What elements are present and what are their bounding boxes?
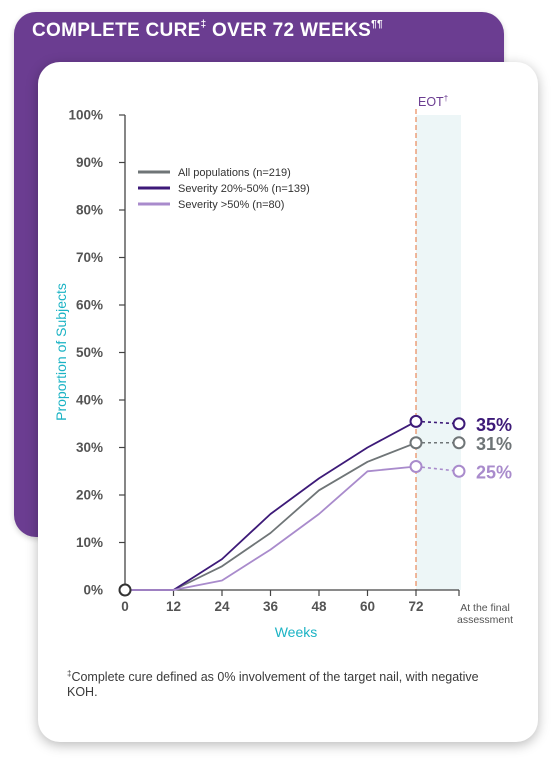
footnote-text: Complete cure defined as 0% involvement …	[67, 670, 479, 700]
y-tick-label: 30%	[76, 440, 103, 455]
y-tick-label: 80%	[76, 203, 103, 218]
final-point-marker	[452, 436, 466, 450]
final-connector-2	[415, 465, 460, 473]
y-tick-label: 20%	[76, 488, 103, 503]
title-text: COMPLETE CURE	[32, 20, 201, 41]
series-line-1	[125, 420, 417, 591]
x-tick-label: 72	[408, 599, 423, 614]
y-tick-label: 40%	[76, 393, 103, 408]
chart-title: COMPLETE CURE‡ OVER 72 WEEKS¶¶	[32, 19, 383, 42]
legend-label-0: All populations (n=219)	[178, 167, 291, 179]
series-line-2	[125, 465, 417, 591]
x-tick-label: 24	[214, 599, 230, 614]
x-final-label: At the final	[460, 602, 510, 614]
title-text-rest: OVER 72 WEEKS	[206, 20, 372, 41]
x-tick-label: 12	[166, 599, 181, 614]
footnote-mark: ‡	[67, 669, 72, 678]
y-tick-label: 60%	[76, 298, 103, 313]
series-line-0	[125, 441, 417, 591]
legend-label-2: Severity >50% (n=80)	[178, 199, 284, 211]
eot-label: EOT†	[418, 94, 448, 109]
x-axis-title: Weeks	[275, 624, 318, 640]
end-point-marker	[409, 436, 423, 450]
final-value-label: 35%	[476, 415, 512, 435]
eot-label-text: EOT	[418, 95, 444, 109]
end-point-marker	[409, 460, 423, 473]
legend-label-1: Severity 20%-50% (n=139)	[178, 183, 310, 195]
origin-marker	[118, 583, 132, 597]
footnote: ‡Complete cure defined as 0% involvement…	[67, 666, 497, 700]
x-tick-label: 48	[311, 599, 327, 614]
title-footnote-mark: ‡	[200, 19, 207, 30]
final-point-marker	[452, 464, 466, 478]
final-value-label: 25%	[476, 462, 512, 482]
eot-label-sup: †	[444, 94, 448, 103]
y-tick-label: 100%	[68, 108, 103, 123]
y-tick-label: 10%	[76, 535, 103, 550]
y-tick-label: 50%	[76, 345, 103, 360]
end-point-marker	[409, 414, 423, 428]
y-tick-label: 70%	[76, 250, 103, 265]
x-tick-label: 0	[121, 599, 129, 614]
x-final-label: assessment	[457, 614, 513, 626]
x-tick-label: 60	[360, 599, 375, 614]
y-tick-label: 0%	[83, 583, 103, 598]
eot-band	[416, 115, 461, 590]
y-axis-title: Proportion of Subjects	[53, 283, 69, 421]
final-value-label: 31%	[476, 434, 512, 454]
y-tick-label: 90%	[76, 155, 103, 170]
title-footnote-mark-2: ¶¶	[371, 19, 383, 30]
final-connector-1	[415, 420, 460, 425]
x-tick-label: 36	[263, 599, 279, 614]
final-point-marker	[452, 417, 466, 431]
